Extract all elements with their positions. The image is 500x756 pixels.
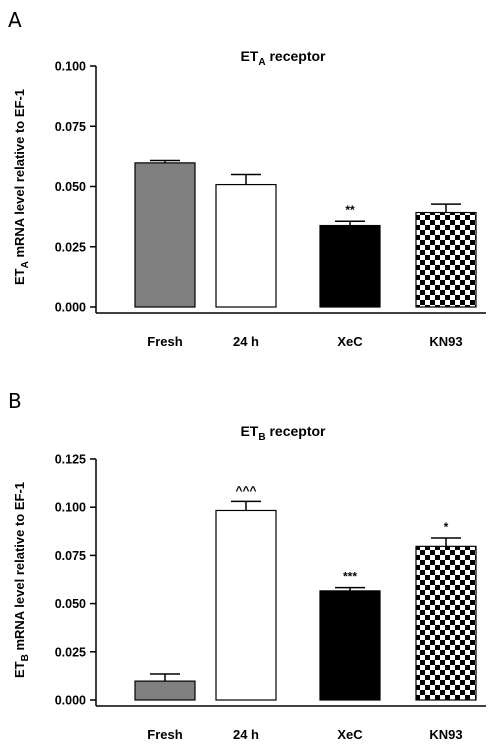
- y-tick-label: 0.025: [55, 645, 86, 659]
- y-tick-label: 0.100: [55, 501, 86, 515]
- plot-area-a: 0.000 0.025 0.050 0.075 0.100 Fresh 24 h XeC ** K…: [55, 60, 486, 349]
- x-category-label: XeC: [337, 727, 363, 742]
- significance-mark: **: [345, 203, 355, 217]
- y-axis-label-a: ETA mRNA level relative to EF-1: [12, 89, 31, 285]
- y-tick-label: 0.100: [55, 60, 86, 74]
- panel-letter-b: B: [8, 389, 22, 413]
- panel-a: A ETA receptor ETA mRNA level relative t…: [8, 8, 486, 349]
- bar-24-h: [215, 183, 277, 308]
- chart-title-b: ETB receptor: [240, 423, 326, 443]
- bar-xec: [319, 590, 381, 701]
- y-tick-label: 0.050: [55, 180, 86, 194]
- x-category-label: XeC: [337, 334, 363, 349]
- x-category-label: Fresh: [147, 334, 182, 349]
- panel-b: B ETB receptor ETB mRNA level relative t…: [8, 389, 486, 742]
- y-tick-label: 0.050: [55, 597, 86, 611]
- chart-title-a: ETA receptor: [240, 48, 326, 68]
- bar-fresh: [134, 162, 196, 308]
- y-tick-label: 0.000: [55, 694, 86, 708]
- y-tick-label: 0.075: [55, 549, 86, 563]
- bar-fresh: [134, 680, 196, 701]
- bar-24-h: [215, 509, 277, 701]
- bar-kn93: [415, 211, 477, 308]
- bar-kn93: [415, 545, 477, 701]
- panel-letter-a: A: [8, 8, 22, 32]
- y-tick-label: 0.125: [55, 453, 86, 467]
- significance-mark: ***: [343, 570, 357, 584]
- y-tick-label: 0.075: [55, 120, 86, 134]
- significance-mark: *: [444, 520, 449, 534]
- plot-area-b: 0.000 0.025 0.050 0.075 0.100 0.125 Fresh 24 h ^…: [55, 453, 486, 742]
- y-tick-label: 0.025: [55, 240, 86, 254]
- x-category-label: KN93: [429, 727, 462, 742]
- bar-xec: [319, 224, 381, 308]
- y-tick-label: 0.000: [55, 301, 86, 315]
- x-category-label: 24 h: [233, 727, 259, 742]
- y-axis-label-b: ETB mRNA level relative to EF-1: [12, 482, 31, 678]
- x-category-label: 24 h: [233, 334, 259, 349]
- x-category-label: KN93: [429, 334, 462, 349]
- x-category-label: Fresh: [147, 727, 182, 742]
- significance-mark: ^^^: [235, 483, 256, 497]
